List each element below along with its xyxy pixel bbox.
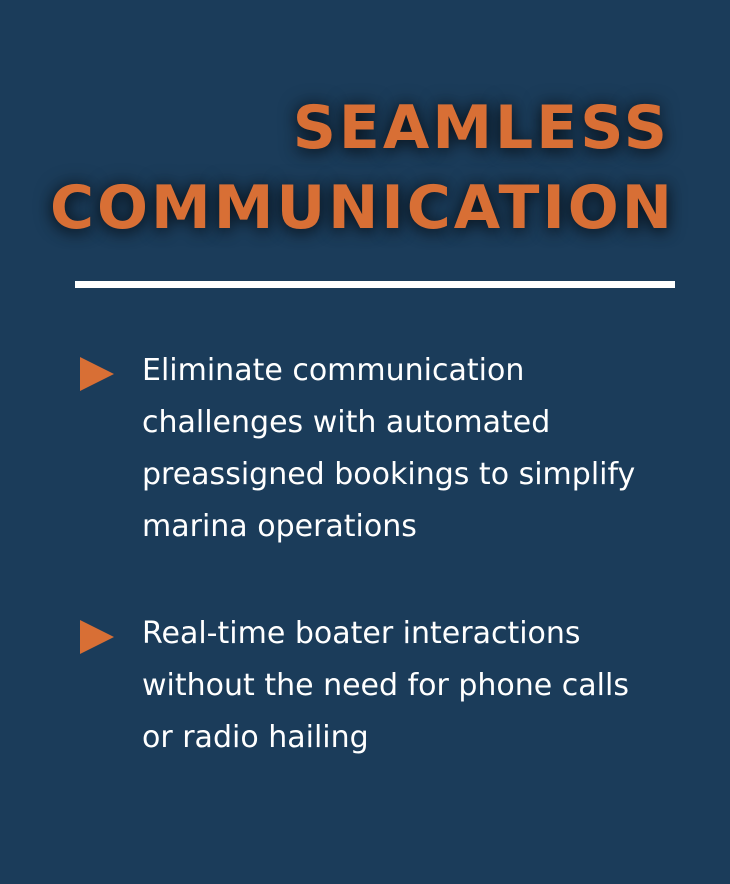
title-line-1: SEAMLESS <box>292 93 670 163</box>
title-line-2: COMMUNICATION <box>50 173 675 243</box>
page-title: SEAMLESS COMMUNICATION <box>50 88 675 248</box>
bullet-text: Eliminate communication challenges with … <box>142 353 636 544</box>
arrow-right-icon <box>80 357 114 391</box>
bullet-text: Real-time boater interactions without th… <box>142 616 629 755</box>
divider <box>75 281 675 288</box>
arrow-right-icon <box>80 620 114 654</box>
